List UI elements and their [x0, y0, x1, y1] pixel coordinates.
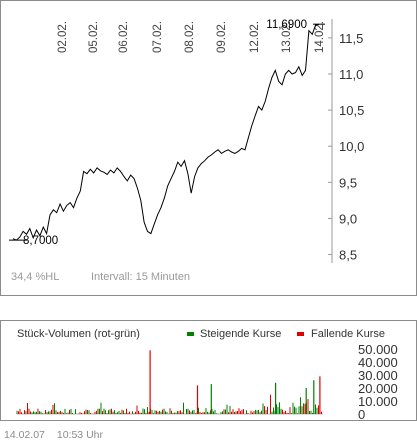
- x-tick-label: 08.02.: [184, 21, 196, 53]
- y-tick-label: 9,0: [339, 211, 357, 226]
- price-chart-panel: 11,5 11,0 10,5 10,0 9,5 9,0 8,5 02.02. 05.02. 06.…: [0, 0, 417, 296]
- y-tick-label: 11,5: [339, 31, 363, 46]
- low-label: 8,7000: [23, 235, 58, 247]
- footer-date: 14.02.07: [4, 429, 45, 441]
- price-line: [12, 23, 320, 241]
- volume-chart: Stück-Volumen (rot-grün) Steigende Kurse F…: [16, 328, 398, 422]
- volume-y-tick-label: 20.000: [358, 381, 398, 396]
- range-text: 34,4 %HL: [11, 271, 59, 283]
- y-tick-label: 8,5: [339, 248, 357, 263]
- volume-y-tick-label: 40.000: [358, 355, 398, 370]
- legend-swatch-rising: [187, 332, 194, 336]
- footer-time: 10:53 Uhr: [56, 429, 103, 441]
- x-tick-label: 05.02.: [88, 21, 100, 53]
- y-tick-label: 10,0: [339, 139, 364, 154]
- high-label: 11,6900: [266, 19, 307, 31]
- y-tick-label: 10,5: [339, 103, 364, 118]
- legend-label-falling: Fallende Kurse: [311, 328, 385, 340]
- x-tick-label: 13.02.: [281, 21, 293, 53]
- volume-y-tick-label: 30.000: [358, 368, 398, 383]
- x-tick-label: 12.02.: [249, 21, 261, 53]
- volume-y-tick-label: 0: [358, 407, 365, 422]
- y-tick-label: 11,0: [339, 67, 363, 82]
- x-tick-label: 02.02.: [57, 21, 69, 53]
- y-tick-label: 9,5: [339, 175, 357, 190]
- price-chart: 11,5 11,0 10,5 10,0 9,5 9,0 8,5 02.02. 05.02. 06.…: [9, 19, 364, 283]
- footer: 14.02.07 10:53 Uhr: [4, 429, 115, 441]
- x-tick-label: 09.02.: [216, 21, 228, 53]
- legend-swatch-falling: [297, 332, 304, 336]
- legend-label-rising: Steigende Kurse: [200, 328, 281, 340]
- volume-title: Stück-Volumen (rot-grün): [17, 328, 140, 340]
- x-tick-label: 06.02.: [118, 21, 130, 53]
- volume-y-tick-label: 10.000: [358, 394, 398, 409]
- interval-text: Intervall: 15 Minuten: [91, 271, 190, 283]
- x-tick-label: 14.02.: [314, 21, 326, 53]
- x-tick-label: 07.02.: [152, 21, 164, 53]
- volume-chart-panel: Stück-Volumen (rot-grün) Steigende Kurse F…: [0, 320, 417, 422]
- volume-y-tick-label: 50.000: [358, 342, 398, 357]
